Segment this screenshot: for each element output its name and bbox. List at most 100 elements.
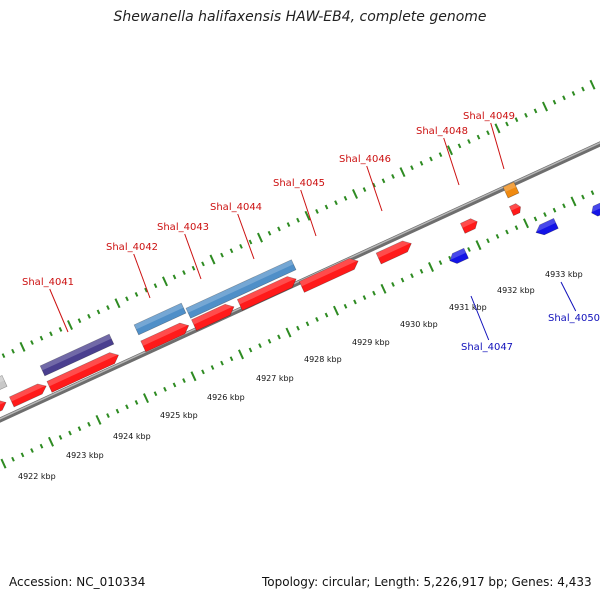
minor-tick (201, 369, 205, 375)
outer-tick-track (1, 79, 596, 359)
major-tick (0, 458, 7, 469)
gene-leader-line (470, 295, 490, 341)
major-tick (143, 393, 149, 404)
minor-tick (134, 400, 139, 405)
forward-cds (9, 383, 47, 408)
minor-tick (552, 207, 557, 213)
gene-label: Shal_4045 (273, 178, 325, 189)
gene-label: Shal_4049 (463, 111, 515, 122)
gene-features (0, 181, 600, 417)
minor-tick (362, 187, 367, 192)
minor-tick (590, 190, 595, 196)
minor-tick (220, 360, 224, 366)
minor-tick (505, 229, 509, 235)
minor-tick (486, 130, 490, 136)
major-tick (48, 436, 54, 447)
minor-tick (552, 99, 557, 105)
minor-tick (353, 299, 357, 305)
minor-tick (343, 195, 348, 201)
tick-marks (0, 79, 596, 469)
major-tick (19, 341, 26, 352)
gene-leader-line (133, 253, 151, 299)
minor-tick (1, 353, 6, 359)
minor-tick (39, 335, 44, 341)
minor-tick (400, 277, 405, 283)
minor-tick (153, 283, 158, 289)
gene-label: Shal_4047 (461, 342, 513, 353)
misc-feature-body (0, 375, 8, 391)
kbp-tick-label: 4932 kbp (497, 286, 535, 295)
major-tick (428, 262, 434, 272)
kbp-tick-label: 4927 kbp (256, 374, 294, 383)
forward-cds (298, 258, 359, 293)
gene-label: Shal_4046 (339, 154, 391, 165)
forward-cds-shine (237, 276, 296, 305)
minor-tick (324, 204, 329, 210)
minor-tick (372, 290, 376, 296)
misc-feature (0, 375, 8, 391)
minor-tick (239, 243, 243, 249)
minor-tick (182, 378, 186, 384)
misc-feature-shine (0, 375, 5, 385)
kbp-tick-label: 4924 kbp (113, 432, 151, 441)
major-tick (589, 79, 596, 90)
forward-cds-shine (299, 258, 358, 287)
genome-title: Shewanella halifaxensis HAW-EB4, complet… (113, 9, 487, 25)
minor-tick (391, 282, 395, 287)
gene-label: Shal_4048 (416, 126, 468, 137)
forward-cds-shine (46, 352, 119, 387)
major-tick (114, 298, 121, 309)
major-tick (95, 414, 102, 425)
inner-tick-track (0, 190, 595, 469)
misc-feature-shine (503, 182, 517, 192)
forward-cds (508, 203, 521, 217)
forward-cds (236, 276, 297, 311)
forward-cds-shine (191, 304, 234, 325)
reverse-cds-shine (591, 202, 600, 213)
minor-tick (11, 456, 15, 462)
minor-tick (106, 413, 110, 418)
minor-tick (68, 430, 72, 436)
minor-tick (296, 217, 300, 223)
minor-tick (514, 225, 519, 231)
accession-text: Accession: NC_010334 (9, 575, 146, 589)
major-tick (447, 145, 453, 156)
minor-tick (581, 194, 585, 200)
minor-tick (419, 268, 424, 274)
minor-tick (210, 365, 215, 370)
minor-tick (30, 448, 34, 453)
kbp-tick-label: 4931 kbp (449, 303, 487, 312)
minor-tick (362, 295, 367, 300)
minor-tick (410, 273, 414, 279)
minor-tick (220, 252, 224, 258)
gene-leader-line (490, 122, 505, 170)
major-tick (475, 240, 482, 251)
minor-tick (381, 178, 386, 184)
forward-cds-shine (9, 383, 47, 402)
minor-tick (419, 160, 424, 166)
minor-tick (343, 303, 348, 309)
minor-tick (134, 292, 139, 297)
topology-text: Topology: circular; Length: 5,226,917 bp… (262, 575, 592, 589)
minor-tick (457, 143, 462, 149)
gene-label: Shal_4043 (157, 222, 209, 233)
minor-tick (201, 261, 205, 267)
minor-tick (438, 152, 443, 158)
minor-tick (277, 334, 281, 340)
minor-tick (315, 317, 319, 322)
gene-labels: 4922 kbp 4923 kbp 4924 kbp 4925 kbp 4926 kbp… (18, 111, 600, 481)
minor-tick (391, 174, 395, 179)
minor-tick (467, 139, 471, 144)
kbp-tick-label: 4923 kbp (66, 451, 104, 460)
minor-tick (324, 312, 329, 318)
kbp-tick-label: 4922 kbp (18, 472, 56, 481)
gene-leader-line (300, 189, 317, 237)
minor-tick (115, 408, 120, 414)
reverse-cds (535, 218, 559, 236)
major-tick (523, 218, 529, 229)
rna-feature-shine (134, 303, 184, 330)
misc-feature (502, 181, 520, 199)
minor-tick (476, 134, 481, 140)
major-tick (238, 349, 244, 360)
forward-cds-shine (376, 240, 412, 258)
